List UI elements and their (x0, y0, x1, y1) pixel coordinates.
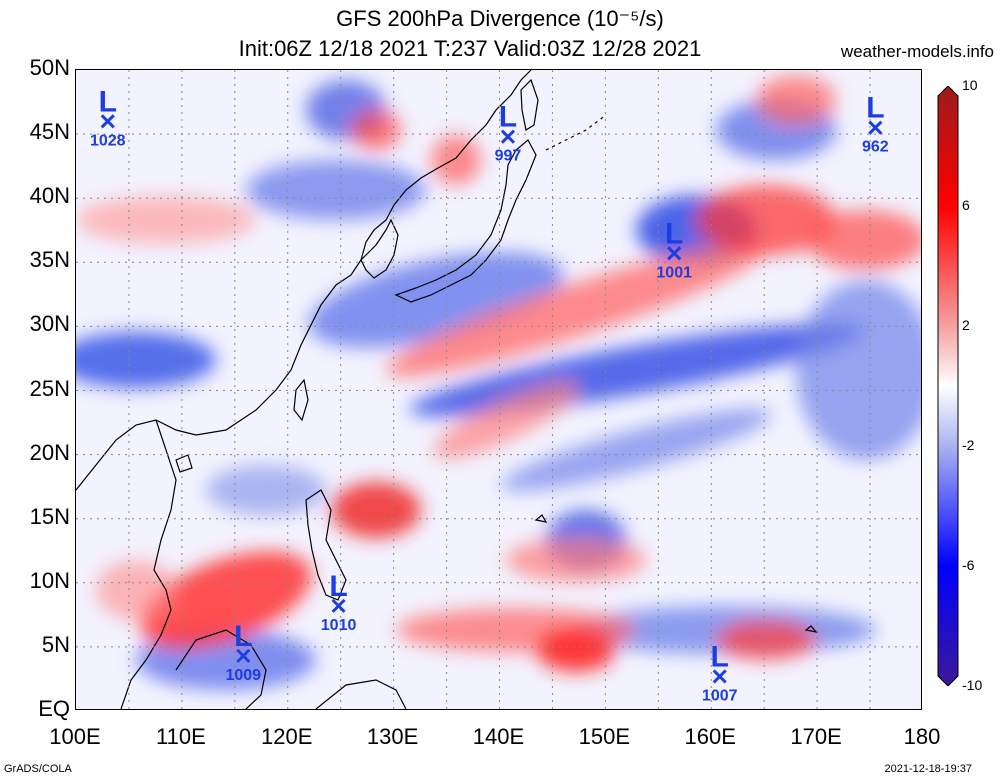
footer-credit: GrADS/COLA (4, 763, 72, 775)
y-tick-label: 35N (29, 247, 70, 273)
x-tick-label: 100E (49, 724, 101, 749)
low-pressure-value: 1009 (225, 667, 261, 684)
low-pressure-marker: L 962 (862, 92, 889, 156)
x-tick-label: 180 (903, 724, 941, 749)
y-tick-label: 40N (29, 183, 70, 209)
y-tick-label: 15N (29, 503, 70, 529)
low-symbol: L (99, 85, 117, 118)
y-tick-label: 25N (29, 375, 70, 401)
colorbar (937, 86, 959, 686)
low-center-cross (667, 246, 682, 261)
low-symbol: L (234, 620, 252, 653)
colorbar-label: 2 (962, 317, 970, 333)
colorbar-label: -10 (962, 677, 983, 693)
chart-title: GFS 200hPa Divergence (10⁻⁵/s) (336, 6, 664, 31)
x-tick-label: 140E (472, 724, 525, 749)
low-pressure-marker: L 997 (495, 101, 522, 165)
colorbar-label: 6 (962, 197, 970, 213)
low-pressure-marker: L 1010 (321, 570, 357, 634)
y-tick-label: 30N (29, 311, 70, 337)
low-symbol: L (665, 217, 683, 250)
y-tick-label: 50N (29, 55, 70, 80)
low-pressure-value: 1001 (656, 264, 692, 281)
low-pressure-value: 997 (495, 148, 522, 165)
colorbar-label: 10 (962, 77, 978, 93)
lat-lon-grid (76, 70, 921, 709)
colorbar-label: -6 (962, 557, 975, 573)
low-pressure-marker: L 1009 (225, 620, 261, 684)
low-symbol: L (499, 101, 517, 134)
map-plot-area: L 1028 L 997 L 962 L 1001 L 1010 L 1009 L 1007 (75, 69, 922, 710)
low-pressure-value: 1007 (702, 687, 738, 704)
x-tick-label: 160E (684, 724, 736, 749)
low-center-cross (331, 598, 346, 613)
low-pressure-marker: L 1007 (702, 640, 738, 704)
low-pressure-value: 1010 (321, 617, 357, 634)
colorbar-label: -2 (962, 437, 975, 453)
low-pressure-value: 962 (862, 139, 889, 156)
y-tick-label: 20N (29, 439, 70, 465)
low-center-cross (500, 129, 516, 144)
y-tick-label: 10N (29, 567, 70, 593)
x-tick-label: 150E (578, 724, 631, 749)
low-symbol: L (329, 570, 347, 603)
low-symbol: L (711, 640, 729, 673)
low-symbol: L (866, 92, 884, 125)
x-tick-label: 120E (261, 724, 313, 749)
coastlines (76, 70, 818, 709)
x-tick-label: 130E (366, 724, 419, 749)
y-tick-label: EQ (38, 696, 70, 721)
low-center-cross (100, 114, 115, 129)
chart-subtitle: Init:06Z 12/18 2021 T:237 Valid:03Z 12/2… (238, 36, 702, 61)
low-center-cross (868, 120, 883, 135)
x-tick-label: 170E (790, 724, 842, 749)
pressure-centers: L 1028 L 997 L 962 L 1001 L 1010 L 1009 L 1007 (90, 85, 889, 704)
low-center-cross (712, 669, 727, 684)
divergence-field (76, 75, 921, 690)
low-center-cross (236, 648, 251, 663)
low-pressure-value: 1028 (90, 132, 126, 149)
y-tick-label: 5N (41, 631, 70, 657)
low-pressure-marker: L 1028 (90, 85, 126, 149)
footer-timestamp: 2021-12-18-19:37 (884, 763, 972, 775)
y-tick-label: 45N (29, 119, 70, 145)
x-tick-label: 110E (156, 724, 206, 749)
low-pressure-marker: L 1001 (656, 217, 692, 281)
site-credit: weather-models.info (840, 42, 994, 61)
